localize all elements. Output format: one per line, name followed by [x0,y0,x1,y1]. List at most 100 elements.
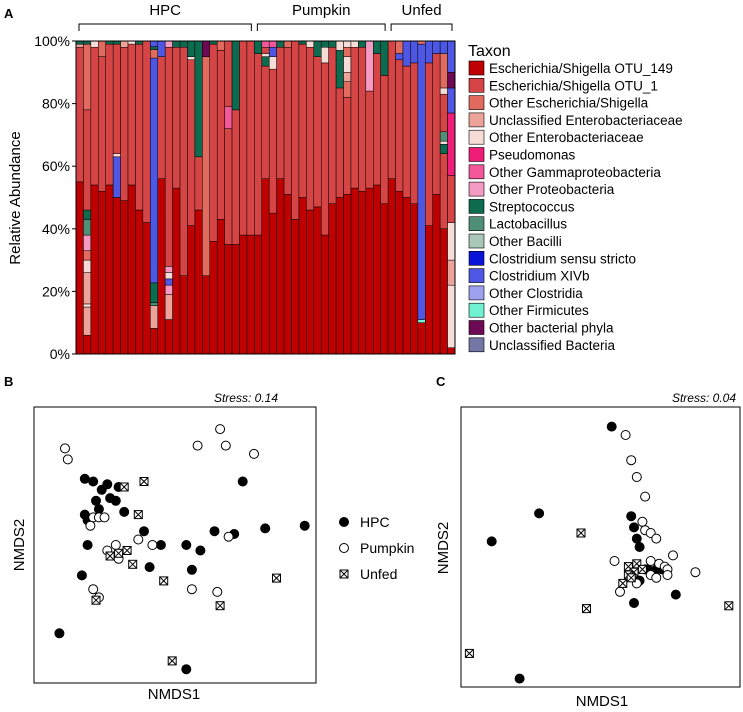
bar-stack [187,40,196,355]
bar-segment [135,209,144,355]
bar-segment [432,40,441,54]
bar-segment [343,72,352,82]
bar-segment [395,53,404,61]
bar-segment [410,40,419,64]
bar-segment [83,259,92,273]
bar-segment [298,197,307,355]
point-hpc [144,562,155,573]
point-pumpkin [249,448,259,459]
point-pumpkin [668,550,678,561]
bar-segment [164,272,173,280]
legend-entry: Other Gammaproteobacteria [468,164,661,180]
bar-segment [202,275,211,355]
bar-segment [447,284,456,348]
legend-swatch [468,337,485,353]
bar-segment [194,156,203,211]
bar-segment [187,59,196,226]
point-unfed [582,604,591,614]
legend-entry: HPC [339,514,390,530]
bar-segment [164,266,173,273]
bar-segment [402,197,411,355]
point-hpc [514,673,525,684]
bar-stack [313,40,322,355]
bar-segment [179,275,188,355]
group-bracket: Unfed [390,2,453,31]
bar-segment [209,241,218,355]
marker-cross [272,573,281,583]
point-unfed [618,578,628,588]
bar-segment [157,178,166,355]
bar-segment [395,190,404,355]
bar-segment [276,47,285,179]
bar-segment [172,40,181,48]
bar-stack [410,40,419,355]
legend-entry: Escherichia/Shigella OTU_149 [468,60,673,76]
bar-segment [120,200,129,355]
bar-segment [432,194,441,355]
point-pumpkin [626,455,637,466]
bar-segment [150,49,158,59]
point-unfed [464,648,474,658]
point-unfed [105,551,115,561]
point-pumpkin [645,556,656,566]
marker-cross [638,565,647,574]
point-hpc [119,506,130,517]
marker-cross [626,573,636,583]
point-unfed [91,595,101,605]
bar-segment [83,250,92,261]
bar-segment [365,90,374,189]
bar-segment [343,81,352,98]
bar-segment [335,87,344,198]
point-unfed [139,477,149,486]
bar-segment [172,187,181,355]
legend-entry: Clostridium XIVb [468,268,590,284]
bar-segment [291,40,300,220]
points [54,424,310,675]
bar-stack [395,40,404,355]
legend-swatch [468,164,485,180]
bar-segment [387,40,396,179]
point-unfed [128,559,138,569]
bar-segment [320,47,329,64]
bar-stack [343,40,352,355]
bar-segment [216,50,225,220]
points [464,421,734,684]
point-pumpkin [637,516,648,527]
bar-segment [239,40,248,236]
bar-segment [268,56,277,70]
bracket-line [390,23,453,31]
bar-stack [306,40,315,355]
bar-segment [447,222,456,261]
y-tick-label: 60% [42,158,70,174]
bar-segment [313,206,322,355]
bar-segment [373,53,381,186]
marker-cross [139,477,149,486]
bar-segment [343,47,352,57]
stress-annotation: Stress: 0.14 [214,391,278,405]
bar-stack [142,40,151,355]
bar-segment [276,178,285,355]
point-unfed [637,564,647,574]
legend-entry: Escherichia/Shigella OTU_1 [468,78,658,93]
point-hpc [91,495,101,506]
bar-stack [268,40,277,355]
bar-segment [246,40,255,236]
point-pumpkin [651,533,662,544]
marker-cross [128,559,138,569]
bar-segment [157,56,166,179]
bar-segment [105,184,114,355]
bar-segment [150,46,158,50]
bar-segment [83,234,92,251]
point-pumpkin [62,454,73,465]
point-hpc [626,511,637,522]
bar-segment [380,203,389,355]
bar-segment [83,109,92,211]
bar-segment [105,43,114,186]
marker-cross [105,551,115,561]
y-tick-label: 80% [42,96,70,112]
bar-segment [447,347,456,355]
y-axis-label: Relative Abundance [7,131,24,264]
legend: Taxon Escherichia/Shigella OTU_149 Escher… [468,43,683,353]
bar-segment [150,57,158,284]
marker-cross [339,569,349,579]
